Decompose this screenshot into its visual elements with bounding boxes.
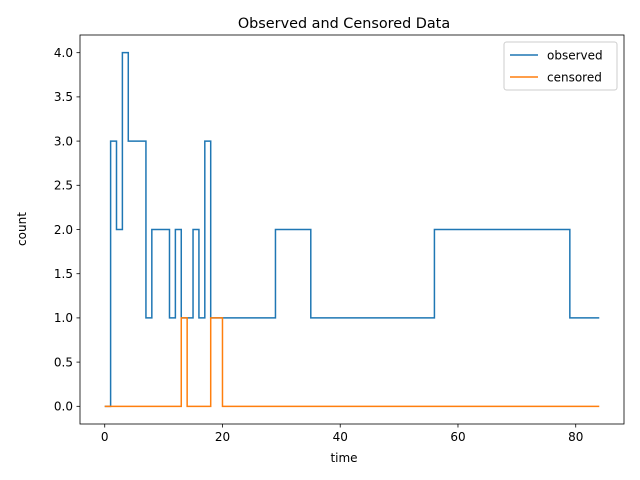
legend-label-censored: censored (547, 70, 602, 84)
y-tick-label: 1.0 (54, 311, 73, 325)
x-axis: 0 20 40 60 80 (101, 424, 583, 444)
series-line-observed (104, 51, 600, 408)
x-tick-label: 80 (568, 430, 583, 444)
legend: observed censored (503, 41, 618, 91)
y-axis-label: count (15, 212, 29, 246)
y-axis: 0.0 0.5 1.0 1.5 2.0 2.5 3.0 3.5 4.0 (54, 46, 80, 414)
legend-box (503, 41, 618, 91)
y-tick-label: 4.0 (54, 46, 73, 60)
series-layer (104, 51, 600, 408)
y-tick-label: 3.0 (54, 134, 73, 148)
x-tick-label: 60 (450, 430, 465, 444)
legend-label-observed: observed (547, 48, 603, 62)
y-tick-label: 2.5 (54, 179, 73, 193)
x-tick-label: 20 (215, 430, 230, 444)
x-tick-label: 40 (333, 430, 348, 444)
y-tick-label: 0.5 (54, 355, 73, 369)
chart-title: Observed and Censored Data (238, 16, 450, 32)
x-axis-label: time (330, 451, 357, 465)
y-tick-label: 3.5 (54, 90, 73, 104)
x-tick-label: 0 (101, 430, 109, 444)
y-tick-label: 1.5 (54, 267, 73, 281)
y-tick-label: 0.0 (54, 400, 73, 414)
series-line-censored (104, 317, 600, 408)
y-tick-label: 2.0 (54, 223, 73, 237)
